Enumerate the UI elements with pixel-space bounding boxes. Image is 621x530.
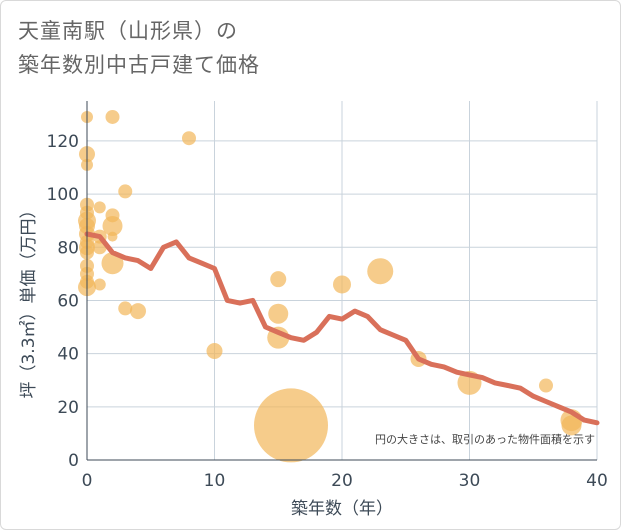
y-tick-label: 60 (57, 291, 79, 311)
x-tick-label: 10 (204, 471, 226, 491)
chart-title-line-2: 築年数別中古戸建て価格 (18, 53, 260, 77)
data-bubble (561, 415, 582, 436)
data-bubble (93, 278, 106, 291)
data-bubble (93, 201, 106, 214)
data-bubble (254, 388, 328, 463)
data-bubble (268, 303, 289, 324)
size-note: 円の大きさは、取引のあった物件面積を示す (375, 432, 595, 446)
y-tick-label: 20 (57, 398, 79, 418)
y-tick-label: 40 (57, 345, 79, 365)
data-bubble (206, 342, 223, 359)
axes: 0 10 20 30 40 0 20 40 60 80 100 120 (47, 101, 608, 491)
x-axis-title: 築年数（年） (291, 499, 393, 519)
chart-title: 天童南駅（山形県）の 築年数別中古戸建て価格 (18, 14, 260, 82)
y-tick-label: 120 (47, 132, 79, 152)
data-bubble (367, 258, 394, 285)
data-bubble (182, 131, 196, 146)
data-bubble (130, 303, 146, 320)
y-tick-label: 0 (68, 451, 79, 471)
data-bubble (105, 208, 120, 223)
y-tick-label: 80 (57, 238, 79, 258)
data-bubble (539, 378, 553, 393)
data-bubble (102, 215, 123, 236)
data-bubble (107, 231, 118, 242)
x-tick-label: 30 (459, 471, 481, 491)
x-tick-label: 0 (82, 471, 93, 491)
data-bubble (333, 275, 351, 294)
trend-series (84, 231, 600, 426)
data-bubble (270, 271, 287, 288)
x-tick-label: 20 (331, 471, 353, 491)
data-bubble (101, 252, 124, 275)
y-tick-label: 100 (47, 185, 79, 205)
x-tick-label: 40 (586, 471, 608, 491)
gridlines (87, 101, 598, 460)
data-bubble (118, 301, 133, 316)
trend-line (84, 231, 600, 426)
y-axis-title: 坪（3.3㎡）単価（万円） (19, 201, 39, 398)
data-bubble (105, 109, 120, 124)
chart-title-line-1: 天童南駅（山形県）の (18, 19, 238, 43)
data-bubble (118, 184, 133, 199)
